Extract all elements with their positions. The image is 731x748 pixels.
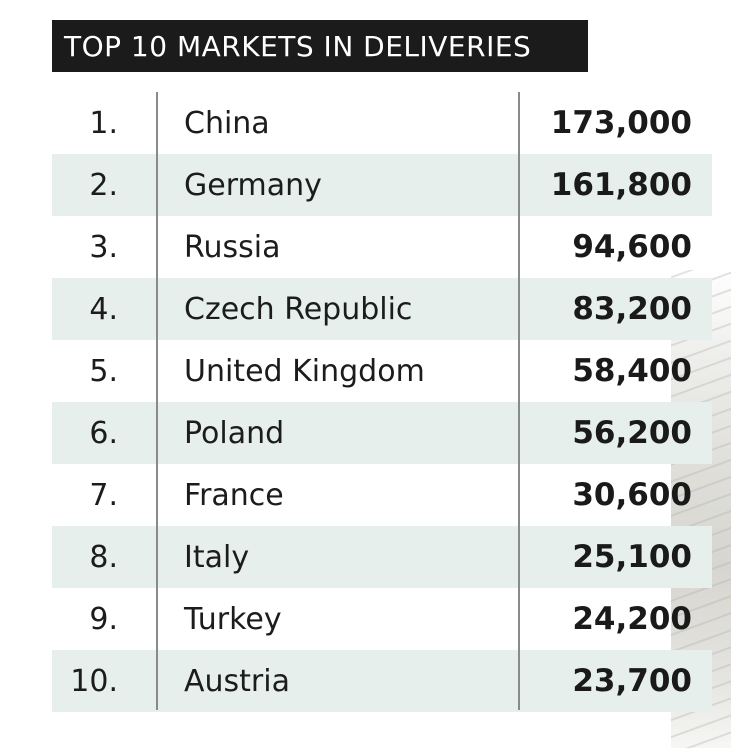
table-row: 8. Italy 25,100: [52, 526, 712, 588]
deliveries-value-cell: 56,200: [572, 415, 692, 451]
country-cell: Turkey: [184, 601, 282, 637]
country-cell: Germany: [184, 167, 322, 203]
country-cell: China: [184, 105, 270, 141]
table-row: 9. Turkey 24,200: [52, 588, 712, 650]
rank-cell: 2.: [89, 167, 118, 203]
country-cell: United Kingdom: [184, 353, 425, 389]
markets-table: 1. China 173,000 2. Germany 161,800 3. Russia 94…: [52, 92, 712, 712]
deliveries-value-cell: 173,000: [550, 105, 692, 141]
deliveries-value-cell: 83,200: [572, 291, 692, 327]
rank-cell: 6.: [89, 415, 118, 451]
deliveries-value-cell: 94,600: [572, 229, 692, 265]
column-divider-rank: [156, 92, 158, 710]
rank-cell: 8.: [89, 539, 118, 575]
country-cell: Italy: [184, 539, 250, 575]
rank-cell: 3.: [89, 229, 118, 265]
table-row: 2. Germany 161,800: [52, 154, 712, 216]
deliveries-value-cell: 24,200: [572, 601, 692, 637]
title-bar: TOP 10 MARKETS IN DELIVERIES: [52, 20, 588, 72]
deliveries-value-cell: 161,800: [550, 167, 692, 203]
table-row: 10. Austria 23,700: [52, 650, 712, 712]
deliveries-value-cell: 58,400: [572, 353, 692, 389]
column-divider-value: [518, 92, 520, 710]
rank-cell: 9.: [89, 601, 118, 637]
rank-cell: 10.: [70, 663, 118, 699]
rank-cell: 5.: [89, 353, 118, 389]
rank-cell: 7.: [89, 477, 118, 513]
country-cell: Czech Republic: [184, 291, 413, 327]
deliveries-value-cell: 30,600: [572, 477, 692, 513]
country-cell: Austria: [184, 663, 290, 699]
country-cell: France: [184, 477, 284, 513]
table-row: 7. France 30,600: [52, 464, 712, 526]
table-row: 1. China 173,000: [52, 92, 712, 154]
table-row: 3. Russia 94,600: [52, 216, 712, 278]
rank-cell: 4.: [89, 291, 118, 327]
deliveries-value-cell: 23,700: [572, 663, 692, 699]
rank-cell: 1.: [89, 105, 118, 141]
table-row: 6. Poland 56,200: [52, 402, 712, 464]
table-row: 4. Czech Republic 83,200: [52, 278, 712, 340]
country-cell: Russia: [184, 229, 281, 265]
table-title: TOP 10 MARKETS IN DELIVERIES: [64, 29, 532, 63]
table-row: 5. United Kingdom 58,400: [52, 340, 712, 402]
deliveries-value-cell: 25,100: [572, 539, 692, 575]
country-cell: Poland: [184, 415, 285, 451]
